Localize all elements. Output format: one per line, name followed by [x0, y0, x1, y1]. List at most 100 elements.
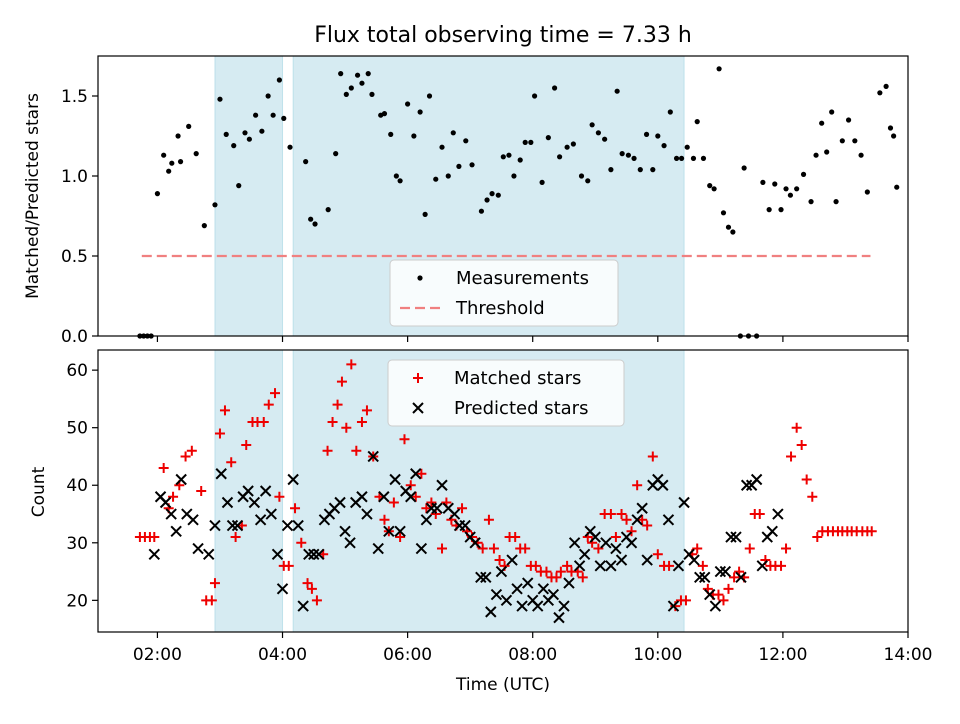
matched-star-marker: [230, 532, 241, 543]
predicted-star-marker: [159, 496, 172, 509]
measurement-point: [236, 183, 242, 189]
predicted-star-marker: [203, 548, 215, 561]
predicted-star-marker: [589, 531, 601, 543]
matched-star-marker: [296, 537, 307, 548]
matched-star-marker: [729, 572, 740, 583]
measurement-point: [365, 71, 371, 77]
predicted-star-marker: [436, 479, 448, 491]
y-tick-label: 0.5: [61, 247, 88, 267]
matched-star-marker: [186, 445, 197, 456]
predicted-star-marker: [636, 502, 648, 514]
matched-star-marker: [555, 566, 566, 577]
matched-star-marker: [562, 560, 573, 571]
measurement-point: [813, 152, 819, 158]
predicted-star-marker: [511, 583, 523, 595]
measurement-point: [308, 216, 314, 222]
matched-star-marker: [311, 595, 322, 606]
predicted-star-marker: [339, 525, 351, 537]
predicted-star-marker: [221, 496, 234, 509]
y-tick-label: 50: [66, 419, 88, 439]
matched-star-marker: [410, 491, 421, 502]
matched-star-marker: [322, 445, 333, 456]
predicted-star-marker: [292, 519, 304, 532]
measurement-point: [819, 120, 825, 126]
measurement-point: [858, 152, 864, 158]
measurement-point: [772, 181, 778, 187]
predicted-star-marker: [485, 606, 497, 618]
predicted-star-marker: [578, 548, 591, 561]
predicted-star-marker: [361, 508, 373, 520]
matched-star-marker: [647, 451, 658, 462]
predicted-star-marker: [148, 548, 161, 561]
predicted-star-marker: [688, 554, 700, 566]
measurement-point: [690, 155, 697, 161]
measurement-point: [625, 152, 632, 158]
measurement-point: [570, 141, 576, 147]
legend-measurement-marker: [417, 275, 423, 281]
matched-star-marker: [494, 555, 505, 566]
matched-star-marker: [356, 416, 367, 427]
matched-star-marker: [388, 497, 399, 508]
measurement-point: [667, 109, 673, 115]
matched-star-marker: [626, 526, 637, 537]
matched-star-marker: [270, 388, 281, 399]
measurement-point: [223, 131, 229, 137]
measurement-point: [661, 143, 667, 149]
measurement-point: [730, 229, 736, 235]
measurement-point: [829, 109, 835, 115]
measurement-point: [894, 184, 900, 190]
matched-star-marker: [180, 451, 191, 462]
measurement-point: [552, 85, 558, 91]
predicted-star-marker: [308, 548, 320, 561]
measurement-point: [694, 119, 700, 125]
legend-label: Matched stars: [454, 368, 581, 389]
predicted-star-marker: [558, 600, 570, 612]
matched-star-marker: [346, 359, 357, 370]
measurement-point: [619, 151, 625, 157]
measurement-point: [276, 77, 282, 83]
top-chart-title: Flux total observing time = 7.33 h: [314, 23, 692, 48]
measurement-point: [217, 96, 223, 102]
measurement-point: [177, 159, 184, 165]
matched-star-marker: [327, 416, 338, 427]
predicted-star-marker: [372, 542, 384, 555]
predicted-star-marker: [265, 508, 277, 520]
predicted-star-marker: [248, 496, 261, 509]
measurement-point: [325, 207, 331, 213]
measurement-point: [489, 191, 495, 197]
matched-star-marker: [399, 434, 410, 445]
matched-star-marker: [692, 543, 703, 554]
measurement-point: [495, 192, 501, 198]
matched-star-marker: [776, 560, 787, 571]
predicted-star-marker: [383, 525, 395, 537]
top-panel: 0.0 0.5 1.0 1.5 Measurements Threshold: [61, 55, 909, 347]
measurement-point: [845, 117, 852, 123]
predicted-star-marker: [740, 479, 753, 491]
measurement-point: [522, 139, 528, 145]
predicted-star-marker: [259, 485, 272, 497]
measurement-point: [511, 173, 517, 179]
predicted-star-marker: [641, 554, 653, 566]
measurement-point: [631, 155, 637, 161]
measurement-point: [564, 144, 570, 150]
predicted-star-marker: [631, 514, 643, 526]
matched-star-marker: [791, 422, 802, 433]
matched-star-marker: [713, 589, 724, 600]
measurement-point: [716, 66, 722, 72]
predicted-star-marker: [766, 525, 778, 537]
measurement-point: [794, 186, 800, 192]
measurement-point: [783, 186, 789, 192]
measurement-point: [463, 138, 469, 144]
matched-star-marker: [149, 532, 160, 543]
measurement-point: [426, 93, 433, 99]
predicted-star-marker: [725, 531, 737, 543]
matched-star-marker: [781, 543, 792, 554]
predicted-star-marker: [459, 519, 471, 532]
measurement-point: [338, 71, 344, 77]
measurement-point: [169, 160, 175, 166]
measurement-point: [650, 167, 656, 173]
x-tick-label: 06:00: [383, 645, 432, 665]
top-y-axis-label: Matched/Predicted stars: [23, 93, 43, 299]
predicted-star-marker: [573, 560, 586, 572]
predicted-star-marker: [469, 537, 481, 549]
